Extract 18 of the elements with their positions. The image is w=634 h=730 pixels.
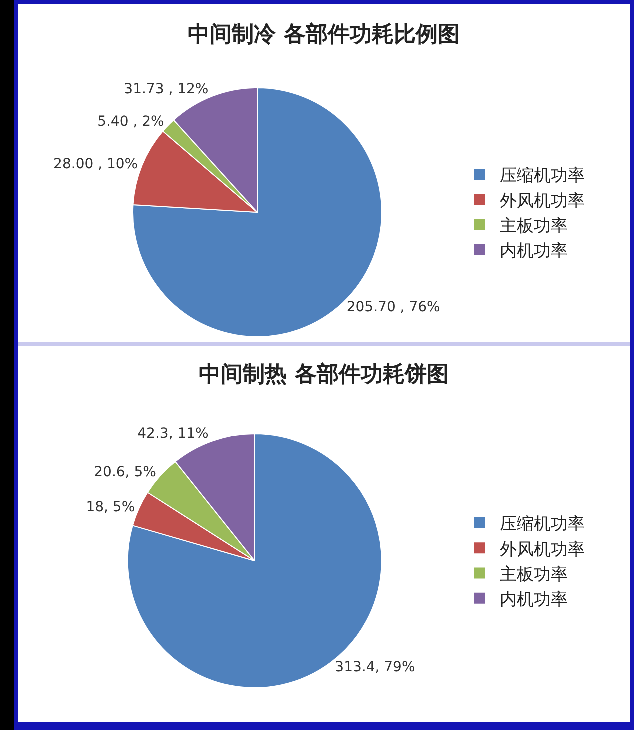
data-label: 205.70 , 76%: [346, 299, 440, 316]
legend-label: 主板功率: [500, 216, 568, 236]
data-label: 31.73 , 12%: [124, 81, 209, 98]
chart-title: 中间制冷 各部件功耗比例图: [188, 21, 460, 48]
data-label: 28.00 , 10%: [54, 156, 138, 173]
data-label: 18, 5%: [86, 499, 136, 516]
legend-label: 外风机功率: [500, 540, 585, 560]
legend-label: 主板功率: [500, 564, 568, 585]
legend-label: 内机功率: [500, 590, 568, 610]
data-label: 5.40 , 2%: [98, 114, 164, 130]
data-label: 20.6, 5%: [94, 464, 156, 480]
data-label: 313.4, 79%: [335, 660, 416, 676]
chart-title: 中间制热 各部件功耗饼图: [199, 361, 449, 388]
legend-label: 外风机功率: [500, 191, 585, 212]
legend-label: 压缩机功率: [500, 514, 585, 535]
legend-label: 压缩机功率: [500, 166, 585, 186]
legend-label: 内机功率: [500, 241, 568, 262]
data-label: 42.3, 11%: [138, 426, 209, 442]
